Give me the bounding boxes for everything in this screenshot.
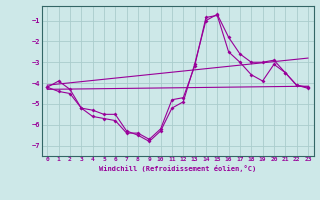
- X-axis label: Windchill (Refroidissement éolien,°C): Windchill (Refroidissement éolien,°C): [99, 165, 256, 172]
